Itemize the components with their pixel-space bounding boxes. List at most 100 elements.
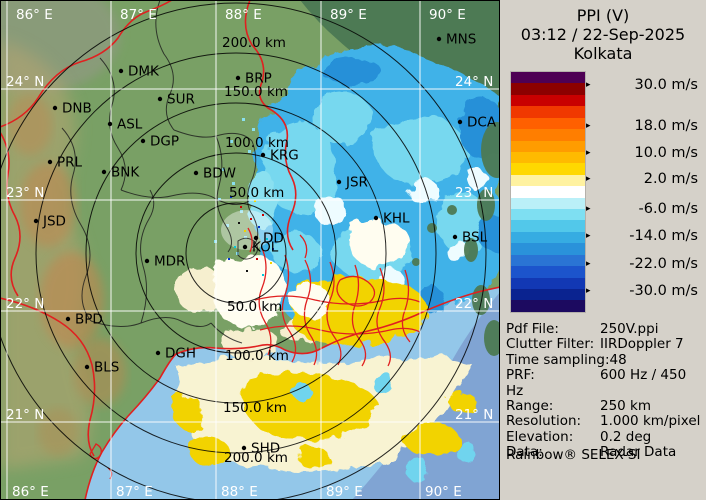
- ring-distance-label: 50.0 km: [227, 299, 282, 315]
- info-row: Range: 250 km: [506, 398, 704, 415]
- info-label: Clutter Filter:: [506, 336, 595, 353]
- echo-field-negative-velocity: [248, 46, 500, 329]
- lon-label-bottom: 86° E: [12, 484, 49, 500]
- legend-band: [511, 186, 585, 198]
- station-label: DGP: [150, 134, 179, 150]
- stations-layer: MNS DMK BRP SUR DNB ASL DCA DGP KRG PRL BNK BDW JSR K…: [33, 32, 497, 457]
- lon-label-bottom: 88° E: [221, 484, 258, 500]
- info-label: Data:: [506, 444, 543, 461]
- ring-distance-label: 200.0 km: [222, 35, 286, 51]
- station-label: KHL: [383, 211, 410, 227]
- station-dot: [242, 244, 248, 250]
- station-dot: [235, 75, 241, 81]
- tick-arrow-icon: ▸: [586, 80, 591, 90]
- station-sur: SUR: [157, 92, 195, 108]
- timestamp: 03:12 / 22-Sep-2025: [520, 25, 686, 44]
- station-label: DCA: [467, 115, 497, 131]
- tick-arrow-icon: ▸: [586, 231, 591, 241]
- info-label: Resolution:: [506, 413, 582, 430]
- info-row: PRF: 600 Hz / 450 Hz: [506, 367, 704, 399]
- legend-band: [511, 72, 585, 84]
- station-bpd: BPD: [65, 312, 103, 328]
- legend-band: [511, 197, 585, 210]
- info-row: Time sampling:48: [506, 351, 704, 368]
- station-shd: SHD: [241, 441, 280, 457]
- legend-band: [511, 106, 585, 118]
- station-dot: [118, 68, 124, 74]
- ring-distance-label: 150.0 km: [223, 400, 287, 416]
- station-label: PRL: [57, 155, 83, 171]
- lon-label-bottom: 90° E: [425, 484, 462, 500]
- range-ring-labels: 200.0 km 150.0 km 100.0 km 50.0 km 50.0 km 10…: [222, 35, 289, 466]
- legend-band: [511, 277, 585, 290]
- info-label: PRF:: [506, 367, 535, 384]
- radar-map: 86° E 86° E 87° E 87° E 88° E 88° E 89° E 89° E…: [0, 0, 500, 500]
- info-row: Data: Radar Data: [506, 444, 704, 461]
- legend-label-text: 2.0 m/s: [643, 171, 698, 187]
- station-mdr: MDR: [144, 254, 185, 270]
- legend-label: ▸ 2.0 m/s: [586, 171, 698, 187]
- station-label: SHD: [251, 441, 280, 457]
- station-label: BPD: [75, 312, 103, 328]
- station-bls: BLS: [84, 360, 119, 376]
- legend-label-text: -30.0 m/s: [629, 283, 698, 299]
- station-dot: [144, 258, 150, 264]
- legend-band: [511, 117, 585, 130]
- station-khl: KHL: [373, 211, 410, 227]
- legend-label-text: 18.0 m/s: [634, 118, 698, 134]
- info-value: 600 Hz / 450 Hz: [506, 367, 687, 399]
- legend-band: [511, 151, 585, 164]
- info-label: Time sampling:: [506, 351, 610, 368]
- legend-band: [511, 140, 585, 152]
- legend-band: [511, 300, 585, 312]
- station-dmk: DMK: [118, 64, 160, 80]
- lat-label-right: 22° N: [455, 296, 493, 312]
- station-label: BNK: [111, 165, 140, 181]
- legend-label: ▸ -6.0 m/s: [586, 201, 698, 217]
- station-bdw: BDW: [193, 166, 236, 182]
- ring-distance-label: 50.0 km: [229, 185, 284, 201]
- station-label: ASL: [117, 117, 143, 133]
- station-dot: [84, 364, 90, 370]
- station-krg: KRG: [260, 148, 299, 164]
- info-rows: Pdf File: 250V.ppi Clutter Filter: IIRDoppl…: [506, 321, 704, 461]
- station-label: BRP: [245, 71, 272, 87]
- ring-distance-label: 150.0 km: [224, 84, 288, 100]
- station-prl: PRL: [47, 155, 83, 171]
- station-label: BSL: [462, 230, 488, 246]
- range-ring-150km: [85, 102, 387, 404]
- lon-label-top: 88° E: [225, 7, 262, 23]
- station-label: KRG: [270, 148, 299, 164]
- station-label: MDR: [154, 254, 185, 270]
- station-dot: [336, 179, 342, 185]
- station-bsl: BSL: [452, 230, 488, 246]
- info-value: 48: [609, 351, 627, 368]
- info-label: Range:: [506, 398, 554, 415]
- lat-label-left: 21° N: [6, 407, 44, 423]
- station-dot: [101, 169, 107, 175]
- legend-band: [511, 266, 585, 278]
- legend-label: ▸ 18.0 m/s: [586, 118, 698, 134]
- station-dot: [140, 138, 146, 144]
- legend-label-text: 30.0 m/s: [634, 77, 698, 93]
- range-ring-200km: [35, 52, 437, 454]
- legend-label-text: -6.0 m/s: [638, 201, 698, 217]
- tick-arrow-icon: ▸: [586, 174, 591, 184]
- station-mns: MNS: [436, 32, 476, 48]
- lat-label-right: 21° N: [455, 407, 493, 423]
- legend-label: ▸ -22.0 m/s: [586, 256, 698, 272]
- info-row: Elevation: 0.2 deg: [506, 429, 704, 445]
- legend-label: ▸ 10.0 m/s: [586, 145, 698, 161]
- station-dot: [65, 316, 71, 322]
- station-label: DGH: [165, 346, 196, 362]
- lon-label-top: 87° E: [120, 7, 157, 23]
- station-kol: KOL: [242, 240, 279, 256]
- product-title: PPI (V): [576, 6, 630, 25]
- range-rings: [0, 2, 487, 500]
- info-value: Radar Data: [600, 444, 677, 461]
- radar-map-canvas: 86° E 86° E 87° E 87° E 88° E 88° E 89° E 89° E…: [0, 0, 500, 500]
- station-label: DNB: [62, 101, 92, 117]
- info-value: IIRDoppler 7: [600, 336, 684, 353]
- station-dot: [52, 105, 58, 111]
- tick-arrow-icon: ▸: [586, 286, 591, 296]
